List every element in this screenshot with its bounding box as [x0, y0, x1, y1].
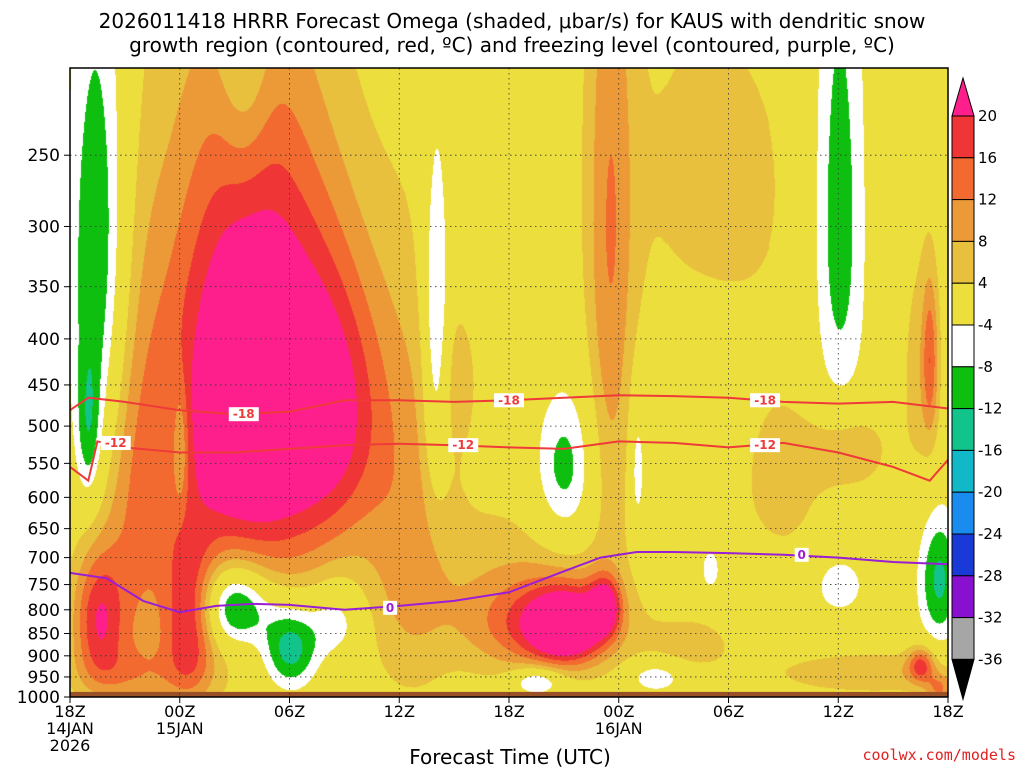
colorbar-segment — [951, 617, 975, 660]
isotherm-freezing-level-0 — [69, 551, 949, 614]
y-tick-label: 250 — [28, 146, 60, 166]
contour-label-bg — [100, 435, 131, 450]
omega-shading-raster — [70, 68, 948, 697]
colorbar-label: 20 — [978, 107, 997, 125]
contour-label-bg — [494, 393, 524, 408]
omega-shaded-field — [70, 68, 948, 697]
contour-label: 0 — [797, 548, 805, 562]
x-tick-label: 00Z — [164, 702, 195, 721]
y-tick-label: 900 — [28, 647, 60, 667]
colorbar-label: -24 — [978, 525, 1003, 543]
x-tick-label: 00Z — [603, 702, 634, 721]
colorbar-label: -32 — [978, 609, 1003, 627]
y-tick-label: 800 — [28, 601, 60, 621]
x-tick-label: 12Z — [823, 702, 854, 721]
colorbar-segment — [951, 157, 975, 201]
contour-label-bg — [750, 393, 781, 408]
colorbar-segment — [951, 115, 975, 159]
contour-label: -18 — [498, 393, 520, 407]
colorbar-label: 8 — [978, 232, 988, 250]
contour-label-bg — [383, 600, 398, 615]
contour-label-bg — [448, 438, 479, 453]
x-tick-label: 06Z — [274, 702, 305, 721]
contour-label: -12 — [105, 436, 127, 450]
colorbar-segment — [951, 282, 975, 326]
colorbar-top-arrow — [951, 76, 975, 117]
contour-label-bg — [794, 547, 809, 562]
colorbar-segment — [951, 491, 975, 535]
x-tick-label: 12Z — [384, 702, 415, 721]
contour-label: -12 — [754, 438, 776, 452]
colorbar-label: -4 — [978, 316, 993, 334]
colorbar-label: 16 — [978, 149, 997, 167]
colorbar-bottom-arrow — [951, 658, 975, 702]
credit-text: coolwx.com/models — [862, 746, 1016, 764]
colorbar-label: -28 — [978, 567, 1003, 585]
temperature-contours: -18 -18 -18 -12 -12 -12 0 0 — [69, 393, 949, 615]
y-tick-label: 500 — [28, 417, 60, 437]
isotherm-dgz-minus18 — [69, 394, 949, 416]
colorbar-segment — [951, 199, 975, 242]
y-tick-label: 550 — [28, 454, 60, 474]
y-tick-label: 450 — [28, 376, 60, 396]
y-tick-label: 350 — [28, 278, 60, 298]
y-tick-label: 950 — [28, 668, 60, 688]
y-axis-ticks: 250 300 350 400 450 500 550 600 650 700 750 800 850 9… — [17, 146, 70, 708]
contour-label-bg — [750, 438, 781, 453]
x-tick-label: 18Z — [54, 702, 85, 721]
colorbar-label: -16 — [978, 441, 1003, 459]
colorbar-segment — [951, 366, 975, 410]
colorbar-label: -36 — [978, 650, 1003, 668]
x-axis-label: Forecast Time (UTC) — [409, 745, 611, 768]
chart-title-line-2: growth region (contoured, red, ºC) and f… — [129, 33, 895, 57]
contour-label-bg — [228, 407, 259, 422]
x-tick-label: 06Z — [713, 702, 744, 721]
y-tick-label: 750 — [28, 576, 60, 596]
x-tick-label: 16JAN — [595, 719, 643, 738]
y-tick-label: 1000 — [17, 688, 60, 708]
colorbar-label: 4 — [978, 274, 988, 292]
colorbar-segment — [951, 324, 975, 368]
colorbar-segment — [951, 408, 975, 451]
colorbar-label: -12 — [978, 400, 1003, 418]
contour-label: -12 — [452, 438, 474, 452]
y-tick-label: 300 — [28, 217, 60, 237]
x-tick-label: 18Z — [932, 702, 963, 721]
y-tick-label: 850 — [28, 624, 60, 644]
colorbar-label: -8 — [978, 358, 993, 376]
y-tick-label: 650 — [28, 520, 60, 540]
colorbar-segment — [951, 533, 975, 577]
colorbar-label: -20 — [978, 483, 1003, 501]
isotherm-dgz-minus12 — [69, 440, 949, 483]
contour-label: -18 — [754, 393, 776, 407]
contour-label: 0 — [386, 601, 394, 615]
x-tick-label: 14JAN — [46, 719, 94, 738]
y-tick-label: 700 — [28, 549, 60, 569]
y-tick-label: 600 — [28, 488, 60, 508]
x-tick-label: 2026 — [50, 736, 91, 755]
colorbar-label: 12 — [978, 191, 997, 209]
contour-label: -18 — [233, 407, 255, 421]
colorbar: 20 16 12 8 4 -4 -8 -12 -16 -20 -24 -28 -32 -36 — [951, 76, 1003, 702]
chart-title-line-1: 2026011418 HRRR Forecast Omega (shaded, … — [99, 9, 926, 33]
x-tick-label: 18Z — [493, 702, 524, 721]
colorbar-segment — [951, 449, 975, 493]
x-tick-label: 15JAN — [156, 719, 204, 738]
colorbar-segment — [951, 240, 975, 284]
colorbar-segment — [951, 575, 975, 619]
y-tick-label: 400 — [28, 330, 60, 350]
